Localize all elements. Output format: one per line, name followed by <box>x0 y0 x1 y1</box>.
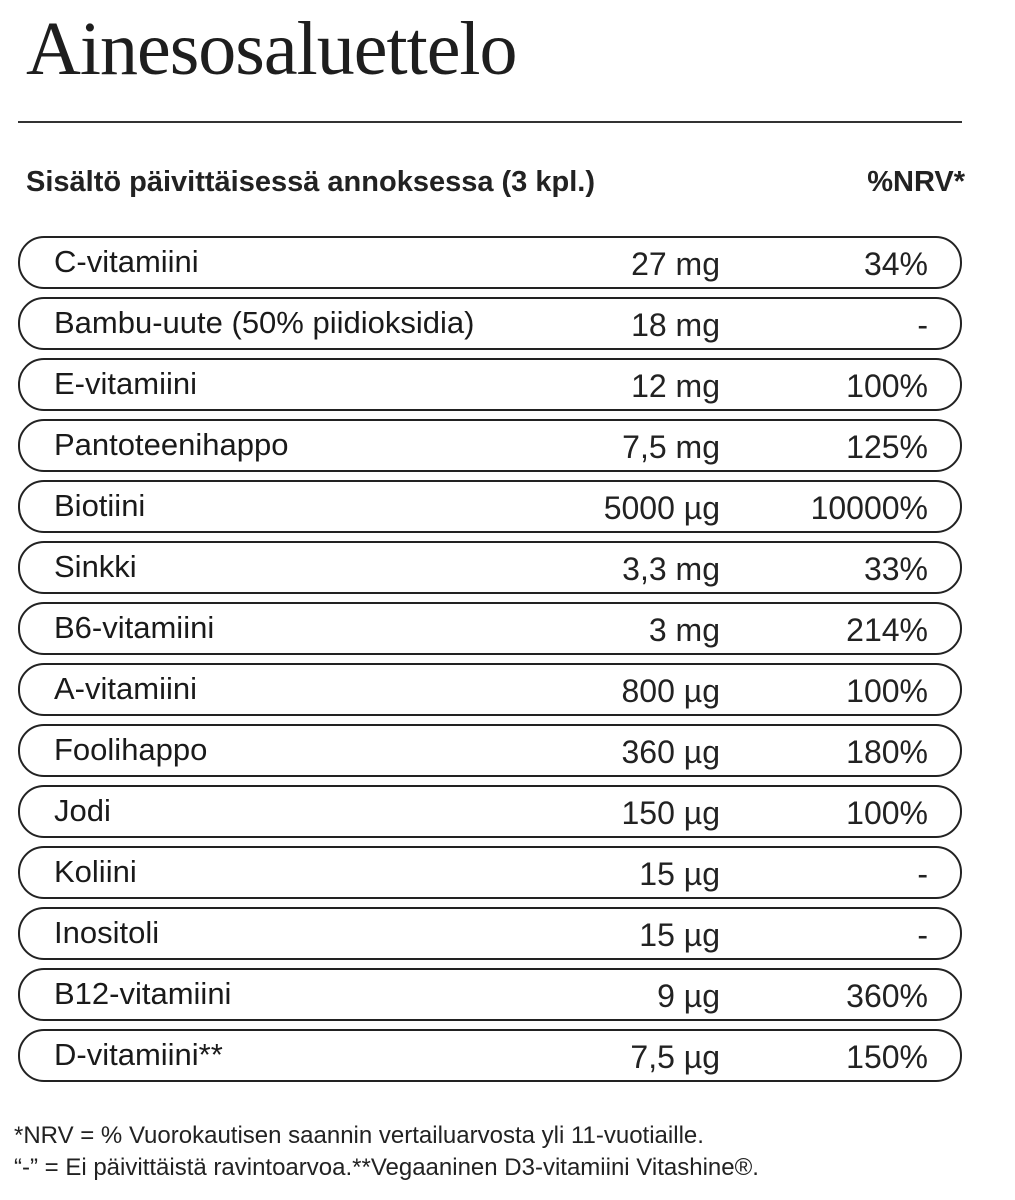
ingredient-name: A-vitamiini <box>54 671 197 706</box>
page-title: Ainesosaluettelo <box>26 7 518 91</box>
ingredient-name: Koliini <box>54 854 137 889</box>
ingredient-name: Jodi <box>54 793 111 828</box>
footnote-nrv: *NRV = % Vuorokautisen saannin vertailua… <box>14 1122 704 1149</box>
ingredient-amount: 15 µg <box>639 856 720 892</box>
column-header-nrv: %NRV* <box>867 166 965 198</box>
ingredient-amount: 360 µg <box>621 734 720 770</box>
ingredient-table: C-vitamiini 27 mg 34% Bambu-uute (50% piidi… <box>18 236 962 1090</box>
ingredient-nrv: 10000% <box>810 490 928 526</box>
ingredient-nrv: 33% <box>863 551 928 587</box>
table-row: Bambu-uute (50% piidioksidia) 18 mg - <box>18 297 962 350</box>
footnote-dash: “-” = Ei päivittäistä ravintoarvoa.**Veg… <box>14 1154 759 1181</box>
ingredient-nrv: 360% <box>846 978 928 1014</box>
column-header-content: Sisältö päivittäisessä annoksessa (3 kpl… <box>26 166 595 198</box>
ingredient-amount: 27 mg <box>631 246 720 282</box>
ingredient-nrv: 34% <box>863 246 928 282</box>
ingredient-name: Pantoteenihappo <box>54 427 289 462</box>
ingredient-amount: 150 µg <box>621 795 720 831</box>
ingredient-nrv: 180% <box>846 734 928 770</box>
ingredient-nrv: 100% <box>846 368 928 404</box>
ingredient-name: Foolihappo <box>54 732 208 767</box>
ingredient-nrv: 100% <box>846 795 928 831</box>
ingredient-amount: 18 mg <box>631 307 720 343</box>
table-row: Biotiini 5000 µg 10000% <box>18 480 962 533</box>
ingredient-name: B6-vitamiini <box>54 610 215 645</box>
ingredient-name: B12-vitamiini <box>54 976 232 1011</box>
table-row: Koliini 15 µg - <box>18 846 962 899</box>
divider <box>18 121 962 123</box>
ingredient-amount: 3 mg <box>648 612 720 648</box>
table-row: C-vitamiini 27 mg 34% <box>18 236 962 289</box>
ingredient-nrv: 150% <box>846 1039 928 1075</box>
table-row: A-vitamiini 800 µg 100% <box>18 663 962 716</box>
ingredient-name: C-vitamiini <box>54 244 199 279</box>
ingredient-nrv: - <box>917 307 928 343</box>
ingredient-name: Bambu-uute (50% piidioksidia) <box>54 305 475 340</box>
table-row: Foolihappo 360 µg 180% <box>18 724 962 777</box>
ingredient-amount: 12 mg <box>631 368 720 404</box>
ingredient-nrv: 125% <box>846 429 928 465</box>
ingredient-name: Biotiini <box>54 488 146 523</box>
ingredient-amount: 9 µg <box>657 978 720 1014</box>
table-row: D-vitamiini** 7,5 µg 150% <box>18 1029 962 1082</box>
table-row: Jodi 150 µg 100% <box>18 785 962 838</box>
ingredient-amount: 15 µg <box>639 917 720 953</box>
table-row: Sinkki 3,3 mg 33% <box>18 541 962 594</box>
ingredient-name: D-vitamiini** <box>54 1037 223 1072</box>
ingredient-name: E-vitamiini <box>54 366 197 401</box>
ingredient-name: Sinkki <box>54 549 137 584</box>
ingredient-nrv: - <box>917 917 928 953</box>
ingredient-amount: 800 µg <box>621 673 720 709</box>
table-row: B6-vitamiini 3 mg 214% <box>18 602 962 655</box>
ingredient-amount: 3,3 mg <box>622 551 720 587</box>
table-row: E-vitamiini 12 mg 100% <box>18 358 962 411</box>
table-row: Inositoli 15 µg - <box>18 907 962 960</box>
ingredient-nrv: - <box>917 856 928 892</box>
ingredient-amount: 7,5 µg <box>630 1039 720 1075</box>
table-row: B12-vitamiini 9 µg 360% <box>18 968 962 1021</box>
table-row: Pantoteenihappo 7,5 mg 125% <box>18 419 962 472</box>
ingredient-nrv: 214% <box>846 612 928 648</box>
ingredient-name: Inositoli <box>54 915 160 950</box>
ingredient-nrv: 100% <box>846 673 928 709</box>
ingredient-amount: 7,5 mg <box>622 429 720 465</box>
ingredient-amount: 5000 µg <box>603 490 720 526</box>
